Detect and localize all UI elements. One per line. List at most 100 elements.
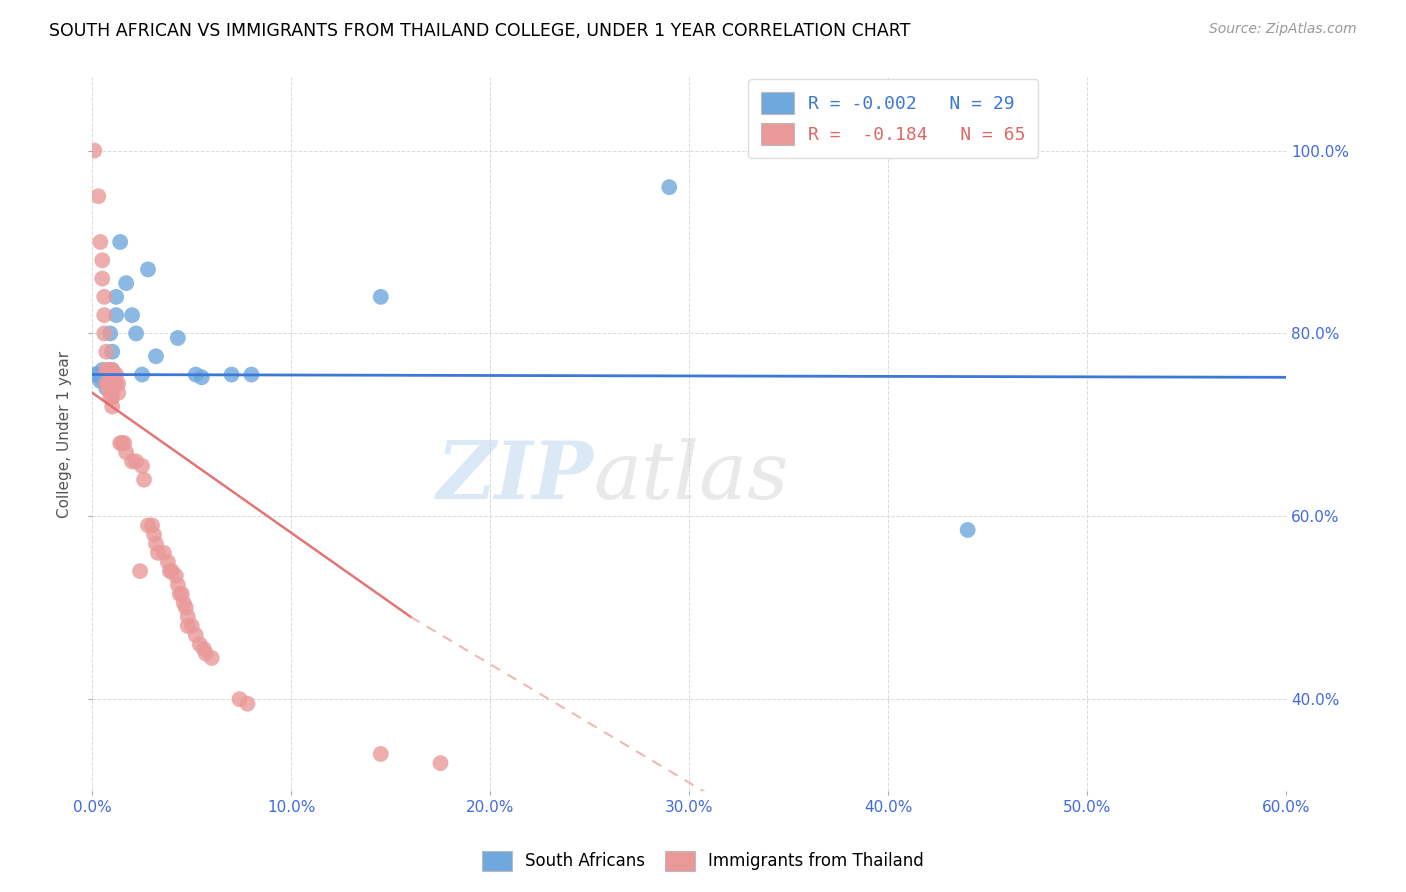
Point bbox=[107, 376, 129, 391]
Point bbox=[188, 637, 211, 651]
Point bbox=[105, 376, 128, 391]
Point bbox=[98, 376, 121, 391]
Point bbox=[236, 697, 259, 711]
Point bbox=[105, 308, 128, 322]
Point bbox=[108, 235, 131, 249]
Point bbox=[101, 363, 124, 377]
Point bbox=[177, 619, 200, 633]
Point bbox=[370, 290, 392, 304]
Point bbox=[97, 376, 120, 391]
Point bbox=[93, 374, 115, 388]
Point bbox=[101, 344, 124, 359]
Y-axis label: College, Under 1 year: College, Under 1 year bbox=[58, 351, 72, 517]
Point bbox=[111, 436, 134, 450]
Point bbox=[101, 400, 124, 414]
Point bbox=[93, 326, 115, 341]
Point bbox=[115, 276, 138, 290]
Point bbox=[89, 235, 111, 249]
Point bbox=[174, 600, 197, 615]
Point bbox=[84, 368, 107, 382]
Point bbox=[83, 368, 105, 382]
Point bbox=[429, 756, 451, 770]
Point bbox=[146, 546, 169, 560]
Point bbox=[101, 376, 124, 391]
Point bbox=[180, 619, 202, 633]
Point bbox=[370, 747, 392, 761]
Point bbox=[121, 308, 143, 322]
Point bbox=[129, 564, 152, 578]
Point bbox=[177, 610, 200, 624]
Point bbox=[98, 383, 121, 397]
Point bbox=[96, 363, 118, 377]
Text: ZIP: ZIP bbox=[437, 438, 593, 516]
Point bbox=[228, 692, 250, 706]
Point bbox=[136, 518, 159, 533]
Point bbox=[131, 458, 153, 473]
Point bbox=[96, 376, 118, 391]
Point bbox=[169, 587, 191, 601]
Text: atlas: atlas bbox=[593, 438, 789, 516]
Point bbox=[101, 391, 124, 405]
Point bbox=[96, 374, 118, 388]
Point bbox=[131, 368, 153, 382]
Point bbox=[201, 651, 224, 665]
Point bbox=[156, 555, 179, 569]
Point bbox=[98, 326, 121, 341]
Point bbox=[105, 290, 128, 304]
Point bbox=[112, 436, 135, 450]
Point bbox=[89, 374, 111, 388]
Point bbox=[96, 381, 118, 395]
Point bbox=[125, 326, 148, 341]
Text: Source: ZipAtlas.com: Source: ZipAtlas.com bbox=[1209, 22, 1357, 37]
Point bbox=[159, 564, 181, 578]
Point bbox=[240, 368, 263, 382]
Point bbox=[87, 189, 110, 203]
Point bbox=[167, 331, 190, 345]
Point bbox=[101, 363, 124, 377]
Point bbox=[145, 537, 167, 551]
Point bbox=[160, 564, 183, 578]
Point bbox=[91, 271, 114, 285]
Point bbox=[165, 568, 187, 582]
Point bbox=[105, 368, 128, 382]
Point bbox=[173, 596, 195, 610]
Point bbox=[956, 523, 979, 537]
Point bbox=[96, 344, 118, 359]
Point bbox=[194, 647, 217, 661]
Point bbox=[143, 527, 166, 541]
Point bbox=[103, 376, 125, 391]
Point bbox=[121, 454, 143, 468]
Point bbox=[221, 368, 243, 382]
Point bbox=[193, 641, 215, 656]
Point bbox=[115, 445, 138, 459]
Point bbox=[141, 518, 163, 533]
Point bbox=[89, 368, 111, 382]
Point bbox=[97, 381, 120, 395]
Point bbox=[91, 253, 114, 268]
Point bbox=[190, 370, 212, 384]
Point bbox=[184, 368, 207, 382]
Point bbox=[83, 144, 105, 158]
Point bbox=[108, 436, 131, 450]
Point bbox=[98, 391, 121, 405]
Point bbox=[145, 349, 167, 363]
Point bbox=[136, 262, 159, 277]
Point bbox=[93, 308, 115, 322]
Point bbox=[87, 368, 110, 382]
Point bbox=[93, 290, 115, 304]
Point bbox=[91, 363, 114, 377]
Point bbox=[170, 587, 193, 601]
Legend: R = -0.002   N = 29, R =  -0.184   N = 65: R = -0.002 N = 29, R = -0.184 N = 65 bbox=[748, 79, 1038, 158]
Text: SOUTH AFRICAN VS IMMIGRANTS FROM THAILAND COLLEGE, UNDER 1 YEAR CORRELATION CHAR: SOUTH AFRICAN VS IMMIGRANTS FROM THAILAN… bbox=[49, 22, 911, 40]
Point bbox=[658, 180, 681, 194]
Point bbox=[184, 628, 207, 642]
Legend: South Africans, Immigrants from Thailand: South Africans, Immigrants from Thailand bbox=[474, 842, 932, 880]
Point bbox=[107, 385, 129, 400]
Point bbox=[98, 363, 121, 377]
Point bbox=[153, 546, 176, 560]
Point bbox=[97, 363, 120, 377]
Point bbox=[103, 368, 125, 382]
Point bbox=[101, 383, 124, 397]
Point bbox=[167, 578, 190, 592]
Point bbox=[125, 454, 148, 468]
